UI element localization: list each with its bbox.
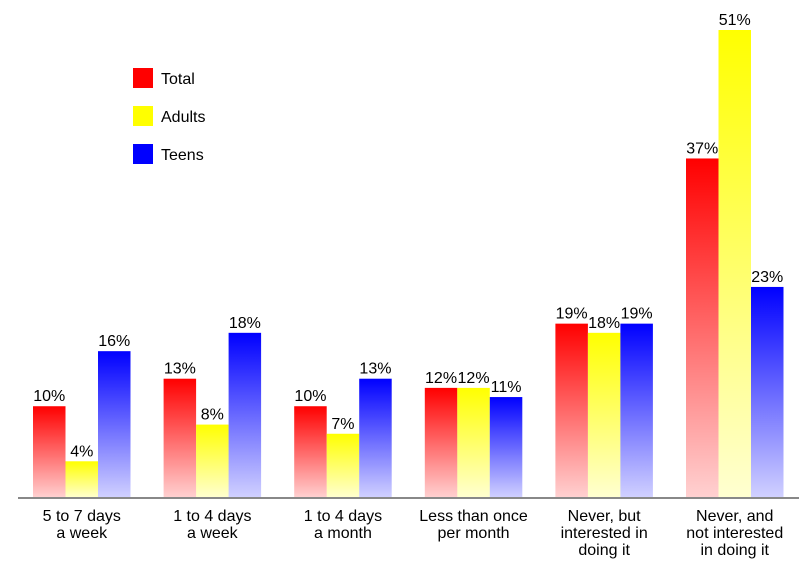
bar-adults-3 bbox=[326, 433, 360, 498]
category-label-5: Never, but interested in doing it bbox=[561, 508, 648, 559]
value-label-teens-6: 23% bbox=[751, 269, 783, 286]
legend-label-teens: Teens bbox=[161, 147, 204, 164]
bars-layer bbox=[33, 30, 784, 498]
category-label-3: 1 to 4 days a month bbox=[304, 508, 382, 542]
value-label-total-3: 10% bbox=[294, 388, 326, 405]
bar-total-4 bbox=[424, 387, 458, 498]
bar-total-2 bbox=[163, 378, 197, 498]
value-label-adults-4: 12% bbox=[458, 370, 490, 387]
value-label-teens-2: 18% bbox=[229, 315, 261, 332]
bar-teens-3 bbox=[359, 378, 392, 498]
legend-label-adults: Adults bbox=[161, 109, 205, 126]
bar-adults-1 bbox=[65, 461, 98, 498]
value-label-adults-5: 18% bbox=[588, 315, 620, 332]
value-label-adults-6: 51% bbox=[719, 12, 751, 29]
category-labels: 5 to 7 days a week 1 to 4 days a week 1 to 4… bbox=[43, 508, 784, 559]
legend: Total Adults Teens bbox=[133, 68, 205, 164]
value-label-teens-5: 19% bbox=[621, 306, 653, 323]
category-label-1: 5 to 7 days a week bbox=[43, 508, 121, 542]
value-labels: 10%4%16%13%8%18%10%7%13%12% 12%11%19%18%1… bbox=[33, 12, 783, 460]
bar-teens-1 bbox=[98, 351, 131, 498]
legend-label-total: Total bbox=[161, 71, 195, 88]
bar-adults-4 bbox=[457, 387, 490, 498]
bar-teens-5 bbox=[620, 323, 653, 498]
bar-teens-2 bbox=[228, 332, 262, 498]
bar-total-1 bbox=[33, 406, 66, 498]
bar-teens-4 bbox=[489, 397, 523, 498]
value-label-total-1: 10% bbox=[33, 388, 65, 405]
bar-adults-5 bbox=[587, 332, 621, 498]
legend-swatch-teens bbox=[133, 144, 153, 164]
bar-total-6 bbox=[686, 158, 719, 498]
value-label-adults-1: 4% bbox=[70, 443, 93, 460]
value-label-adults-3: 7% bbox=[331, 416, 354, 433]
bar-total-5 bbox=[555, 323, 588, 498]
legend-swatch-total bbox=[133, 68, 153, 88]
value-label-teens-3: 13% bbox=[359, 361, 391, 378]
category-label-6: Never, and not interested in doing it bbox=[686, 508, 783, 559]
value-label-teens-4: 11% bbox=[491, 379, 522, 396]
bar-total-3 bbox=[294, 406, 327, 498]
legend-swatch-adults bbox=[133, 106, 153, 126]
value-label-total-4: 12% bbox=[425, 370, 457, 387]
bar-adults-2 bbox=[196, 424, 229, 498]
value-label-adults-2: 8% bbox=[201, 407, 224, 424]
bar-teens-6 bbox=[751, 286, 784, 498]
value-label-teens-1: 16% bbox=[98, 333, 130, 350]
value-label-total-5: 19% bbox=[556, 306, 588, 323]
category-label-2: 1 to 4 days a week bbox=[173, 508, 251, 542]
value-label-total-6: 37% bbox=[686, 140, 718, 157]
value-label-total-2: 13% bbox=[164, 361, 196, 378]
bar-adults-6 bbox=[718, 30, 751, 498]
category-label-4: Less than once per month bbox=[419, 508, 528, 542]
